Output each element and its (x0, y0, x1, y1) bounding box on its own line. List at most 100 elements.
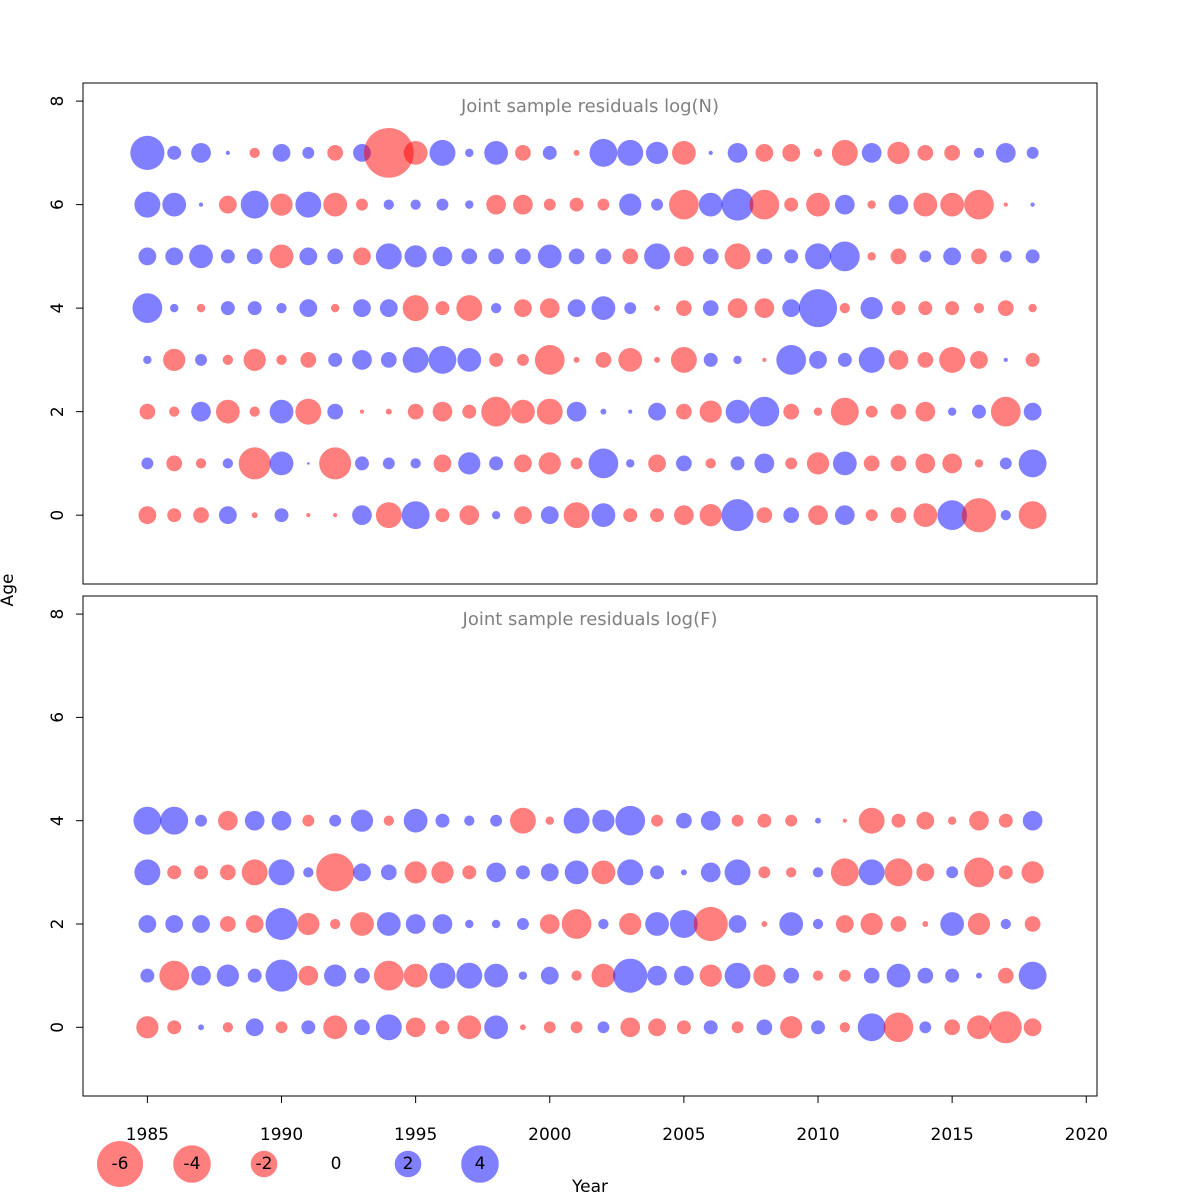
bubble (863, 455, 880, 472)
bubble (1023, 1018, 1042, 1037)
bubble (198, 202, 204, 207)
bubble (241, 859, 268, 886)
bubble (407, 403, 424, 420)
bubble (867, 200, 876, 209)
bubble (917, 967, 934, 984)
bubble (940, 912, 965, 936)
bubble (353, 247, 371, 266)
bubble (784, 197, 799, 212)
bubble (268, 859, 295, 886)
bubble (940, 192, 965, 217)
bubble (591, 503, 616, 528)
bubble (405, 1017, 426, 1038)
bubble (783, 403, 800, 420)
bubble (566, 401, 587, 422)
bubble (786, 867, 797, 878)
bubble (829, 241, 860, 272)
bubble (888, 350, 909, 370)
bubble (132, 293, 163, 324)
bubble (246, 248, 263, 265)
bubble (809, 350, 827, 369)
bubble (511, 399, 535, 424)
bubble (1018, 449, 1047, 478)
bubble (645, 912, 669, 936)
bubble (779, 912, 804, 936)
bubble (783, 967, 800, 984)
bubble (702, 300, 719, 317)
bubble (247, 301, 262, 316)
bubble (376, 912, 401, 936)
bubble (837, 352, 852, 367)
y-axis-label: Age (0, 574, 18, 607)
bubble (863, 967, 880, 984)
bubble (600, 408, 607, 415)
bubble (561, 909, 592, 939)
bubble (295, 191, 322, 218)
bubble (676, 1020, 691, 1035)
bubble (946, 866, 959, 879)
bubble (782, 143, 801, 162)
bubble (401, 501, 430, 530)
bubble (509, 807, 536, 834)
bubble (462, 404, 477, 419)
bubble (465, 919, 474, 929)
bubble (754, 298, 775, 318)
bubble (591, 860, 616, 885)
bubble (918, 301, 933, 316)
bubble (700, 862, 721, 883)
bubble (731, 814, 744, 827)
bubble (456, 962, 483, 989)
bubble (380, 352, 397, 368)
bubble (456, 295, 483, 322)
bubble (1003, 202, 1008, 207)
bubble (999, 250, 1012, 263)
bubble (563, 502, 590, 529)
bubble (731, 1021, 744, 1034)
bubble (328, 352, 343, 367)
bubble (671, 140, 696, 165)
bubble (353, 299, 371, 318)
bubble (595, 352, 612, 368)
bubble (160, 806, 189, 835)
bubble (693, 906, 728, 942)
y-tick-label: 0 (48, 1022, 68, 1033)
bubble (808, 505, 828, 526)
bubble (961, 498, 997, 533)
bubble (998, 865, 1013, 880)
bubble (624, 302, 637, 315)
bubble (669, 910, 698, 938)
bubble (375, 1014, 402, 1041)
bubble (354, 967, 370, 984)
bubble (913, 192, 938, 217)
bubble (569, 197, 584, 212)
bubble (884, 858, 913, 887)
x-tick-label: 2015 (931, 1125, 974, 1145)
bubble (805, 243, 831, 270)
bubble (589, 138, 618, 167)
bubble (359, 409, 365, 414)
bubble (162, 192, 187, 217)
legend-bubble (173, 1145, 211, 1183)
bubble (945, 968, 960, 983)
bubble (247, 968, 262, 983)
y-tick-label: 6 (48, 199, 68, 210)
bubble (724, 962, 751, 989)
bubble (165, 915, 184, 933)
bubble (942, 453, 963, 474)
bubble (858, 346, 885, 373)
bubble (776, 345, 807, 375)
bubble (619, 912, 642, 936)
bubble (333, 513, 338, 518)
bubble (857, 1013, 886, 1042)
bubble (363, 128, 414, 178)
bubble (457, 348, 482, 372)
bubble (674, 246, 694, 267)
bubble (195, 814, 207, 827)
bubble (327, 248, 344, 265)
bubble (191, 401, 211, 422)
bubble (883, 1012, 914, 1043)
bubble (613, 958, 648, 993)
bubble (812, 918, 824, 930)
bubble (922, 921, 929, 927)
bubble (134, 859, 161, 886)
